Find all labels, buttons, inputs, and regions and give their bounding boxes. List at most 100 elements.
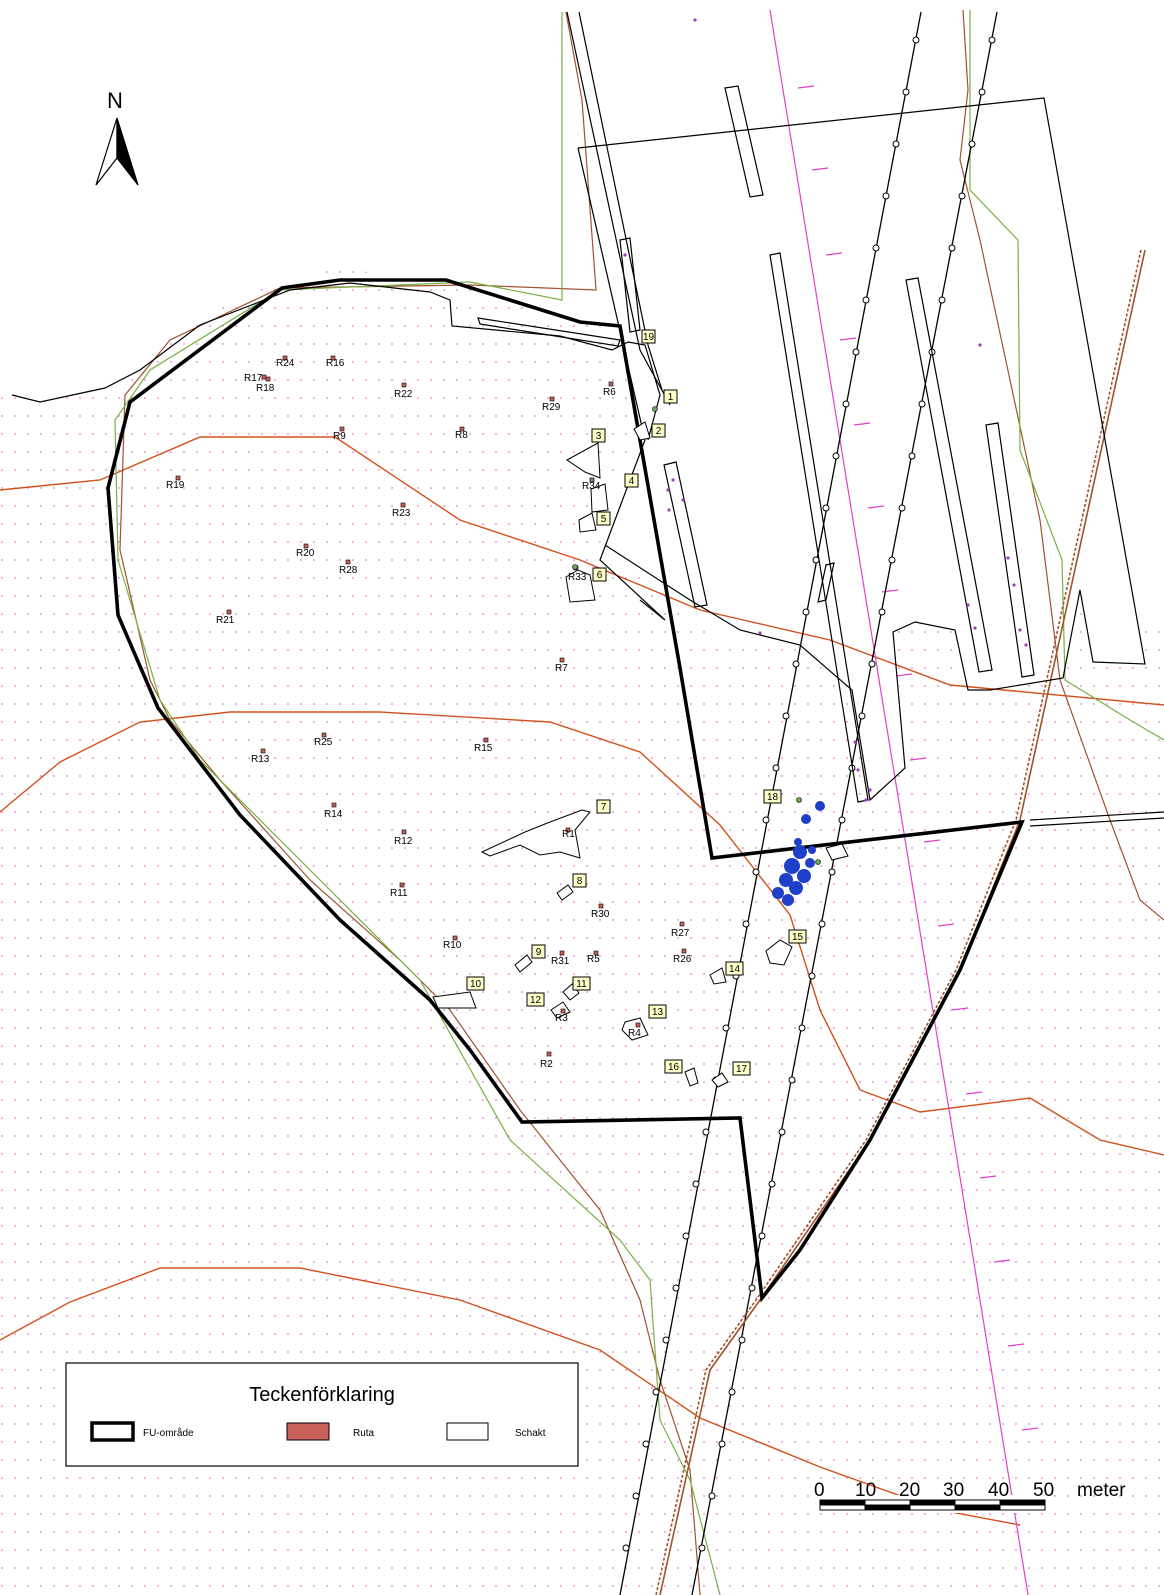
schakt-label-16: 16 [664, 1059, 683, 1074]
scale-tick-30: 30 [943, 1480, 964, 1501]
north-arrow: N [95, 88, 139, 186]
schakt-label-18: 18 [763, 789, 782, 804]
svg-text:R30: R30 [591, 909, 610, 920]
legend-label-ruta: Ruta [353, 1428, 375, 1439]
svg-text:3: 3 [596, 431, 602, 442]
svg-text:11: 11 [576, 979, 587, 990]
svg-text:R15: R15 [474, 743, 493, 754]
svg-text:R19: R19 [166, 480, 185, 491]
legend-swatch-fu-omrade [90, 1421, 135, 1442]
svg-text:19: 19 [643, 332, 655, 343]
svg-text:8: 8 [577, 876, 583, 887]
svg-text:R28: R28 [339, 565, 358, 576]
north-arrow-left-half [95, 117, 118, 186]
legend-label-schakt: Schakt [515, 1428, 546, 1439]
svg-text:18: 18 [767, 792, 779, 803]
schakt-polygons [432, 421, 849, 1088]
legend-swatch-ruta [286, 1422, 330, 1441]
schakt-label-9: 9 [531, 944, 546, 959]
legend-title: Teckenförklaring [249, 1384, 395, 1406]
svg-text:R9: R9 [333, 431, 346, 442]
schakt-number-labels: 19 1 2 3 4 5 6 7 8 9 10 11 12 13 14 15 1… [466, 329, 807, 1076]
svg-text:R16: R16 [326, 358, 345, 369]
undotted-zone [586, 100, 1145, 800]
schakt-label-1: 1 [663, 389, 678, 404]
scale-bar: 0 10 20 30 40 50 meter [814, 1480, 1126, 1513]
svg-text:12: 12 [530, 995, 542, 1006]
schakt-label-3: 3 [591, 428, 606, 443]
schakt-label-10: 10 [466, 976, 485, 991]
svg-text:17: 17 [736, 1064, 748, 1075]
schakt-label-6: 6 [592, 567, 607, 582]
svg-text:R34: R34 [582, 481, 601, 492]
svg-text:R5: R5 [587, 954, 600, 965]
schakt-label-11: 11 [572, 976, 591, 991]
svg-text:9: 9 [536, 947, 542, 958]
upper-left-line [11, 282, 661, 441]
blue-find-cluster [772, 801, 825, 906]
svg-text:N: N [107, 88, 123, 113]
schakt-label-13: 13 [648, 1004, 667, 1019]
svg-text:6: 6 [597, 570, 603, 581]
scale-bar-segment [864, 1504, 911, 1511]
schakt-label-7: 7 [596, 799, 611, 814]
svg-text:R31: R31 [551, 956, 570, 967]
svg-text:4: 4 [629, 476, 635, 487]
svg-text:2: 2 [656, 426, 662, 437]
fu-omrade-boundary [106, 278, 1025, 1303]
legend: Teckenförklaring FU-område Ruta Schakt [65, 1362, 579, 1467]
schakt-label-5: 5 [596, 511, 611, 526]
scale-tick-10: 10 [855, 1480, 876, 1501]
small-finds [572, 406, 821, 865]
svg-text:R8: R8 [455, 430, 468, 441]
svg-text:15: 15 [792, 932, 804, 943]
green-line-east [969, 10, 1164, 741]
svg-text:14: 14 [729, 964, 741, 975]
schakt-label-2: 2 [651, 423, 666, 438]
svg-text:R29: R29 [542, 402, 561, 413]
schakt-label-17: 17 [732, 1061, 751, 1076]
svg-text:R21: R21 [216, 615, 235, 626]
svg-text:1: 1 [668, 392, 674, 403]
schakt-label-8: 8 [572, 873, 587, 888]
svg-text:R13: R13 [251, 754, 270, 765]
ne-structures [477, 11, 1164, 827]
north-arrow-right-half [116, 117, 139, 186]
svg-text:R11: R11 [390, 888, 408, 899]
scale-unit: meter [1077, 1480, 1126, 1501]
svg-text:R10: R10 [443, 940, 462, 951]
svg-text:R17: R17 [244, 373, 263, 384]
svg-text:R22: R22 [394, 389, 413, 400]
svg-text:13: 13 [652, 1007, 664, 1018]
svg-text:R23: R23 [392, 508, 411, 519]
schakt-label-12: 12 [526, 992, 545, 1007]
svg-text:R18: R18 [256, 383, 275, 394]
svg-text:16: 16 [668, 1062, 680, 1073]
svg-text:R14: R14 [324, 809, 343, 820]
purple-finds [623, 18, 1028, 802]
svg-text:R7: R7 [555, 663, 568, 674]
svg-text:R1: R1 [562, 829, 575, 840]
scale-tick-50: 50 [1033, 1480, 1054, 1501]
svg-text:10: 10 [470, 979, 482, 990]
svg-text:5: 5 [601, 514, 607, 525]
rail-markers [622, 36, 996, 1552]
schakt-label-19: 19 [641, 329, 656, 344]
svg-text:7: 7 [601, 802, 607, 813]
ruta-markers [175, 355, 687, 1057]
legend-label-fu-omrade: FU-område [143, 1427, 194, 1439]
schakt-label-14: 14 [725, 961, 744, 976]
scale-tick-0: 0 [814, 1480, 825, 1501]
scale-tick-40: 40 [988, 1480, 1009, 1501]
brown-line-east [959, 9, 1164, 921]
schakt-label-15: 15 [788, 929, 807, 944]
legend-swatch-schakt [446, 1422, 489, 1441]
svg-text:R20: R20 [296, 548, 315, 559]
ruta-labels: R24 R16 R17 R18 R22 R29 R6 R9 R8 R19 R34… [166, 358, 692, 1070]
scale-bar-segment [954, 1504, 1001, 1511]
svg-text:R27: R27 [671, 928, 690, 939]
svg-text:R4: R4 [628, 1028, 641, 1039]
svg-text:R25: R25 [314, 737, 333, 748]
svg-text:R24: R24 [276, 358, 295, 369]
svg-text:R33: R33 [568, 572, 587, 583]
